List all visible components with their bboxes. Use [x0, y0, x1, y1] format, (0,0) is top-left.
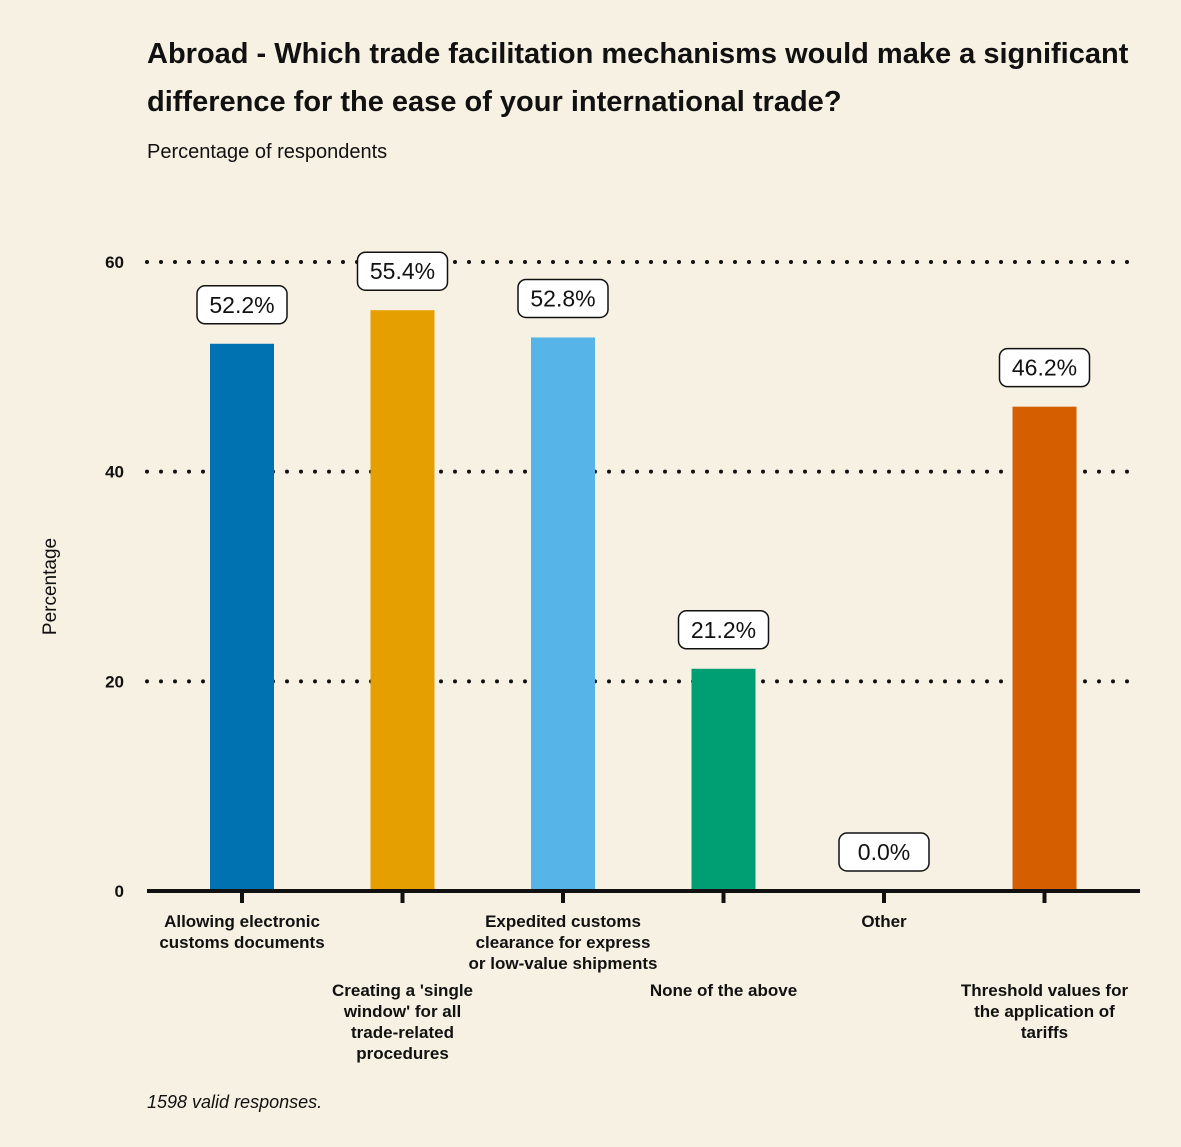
bar	[210, 343, 274, 891]
x-tick-label: None of the above	[650, 981, 797, 1000]
data-label-box	[677, 610, 770, 650]
x-axis: Allowing electronic customs documentsCrea…	[147, 889, 1140, 1063]
x-tick-label: Creating a 'single window' for all trade-r…	[332, 981, 473, 1063]
x-tick-label: Allowing electronic customs documents	[159, 912, 324, 952]
chart-caption: 1598 valid responses.	[147, 1092, 323, 1112]
bar	[691, 668, 756, 891]
data-label: 0.0%	[838, 832, 930, 872]
bar	[531, 337, 595, 892]
bar	[1012, 406, 1077, 891]
bar-layer	[210, 310, 1077, 892]
y-tick-label: 20	[105, 672, 124, 691]
bar-chart: 0 20 40 60 Allowing electronic customs docum…	[40, 251, 1142, 1063]
y-tick-label: 40	[105, 463, 124, 482]
data-label-box	[517, 278, 609, 319]
chart-title: Abroad - Which trade facilitation mechan…	[147, 38, 1129, 118]
data-label: 52.8%	[517, 278, 609, 319]
data-label-box	[998, 347, 1091, 388]
data-label-text: 55.4%	[370, 258, 435, 284]
data-label-text: 46.2%	[1012, 355, 1077, 381]
data-label-layer: 52.2% 55.4% 52.8% 21.2% 0.0% 46.2%	[196, 251, 1091, 872]
bar	[370, 310, 435, 891]
data-label-box	[196, 285, 288, 325]
y-axis-label: Percentage	[40, 538, 61, 635]
grid-layer: 0 20 40 60	[105, 253, 1142, 901]
x-tick-label: Threshold values for the application of ta…	[961, 981, 1129, 1042]
data-label-box	[838, 832, 930, 872]
y-tick-label: 60	[105, 253, 124, 272]
data-label: 21.2%	[677, 610, 770, 650]
y-tick-label: 0	[115, 882, 124, 901]
data-label-text: 52.8%	[530, 285, 595, 311]
data-label: 55.4%	[356, 251, 449, 291]
data-label-box	[356, 251, 449, 291]
x-tick-label: Other	[861, 912, 907, 931]
data-label-text: 52.2%	[209, 292, 274, 318]
data-label: 46.2%	[998, 347, 1091, 388]
data-label-text: 0.0%	[858, 839, 910, 865]
x-tick-label: Expedited customs clearance for express or…	[469, 912, 658, 973]
data-label-text: 21.2%	[691, 617, 756, 643]
chart-subtitle: Percentage of respondents	[147, 141, 388, 163]
data-label: 52.2%	[196, 285, 288, 325]
